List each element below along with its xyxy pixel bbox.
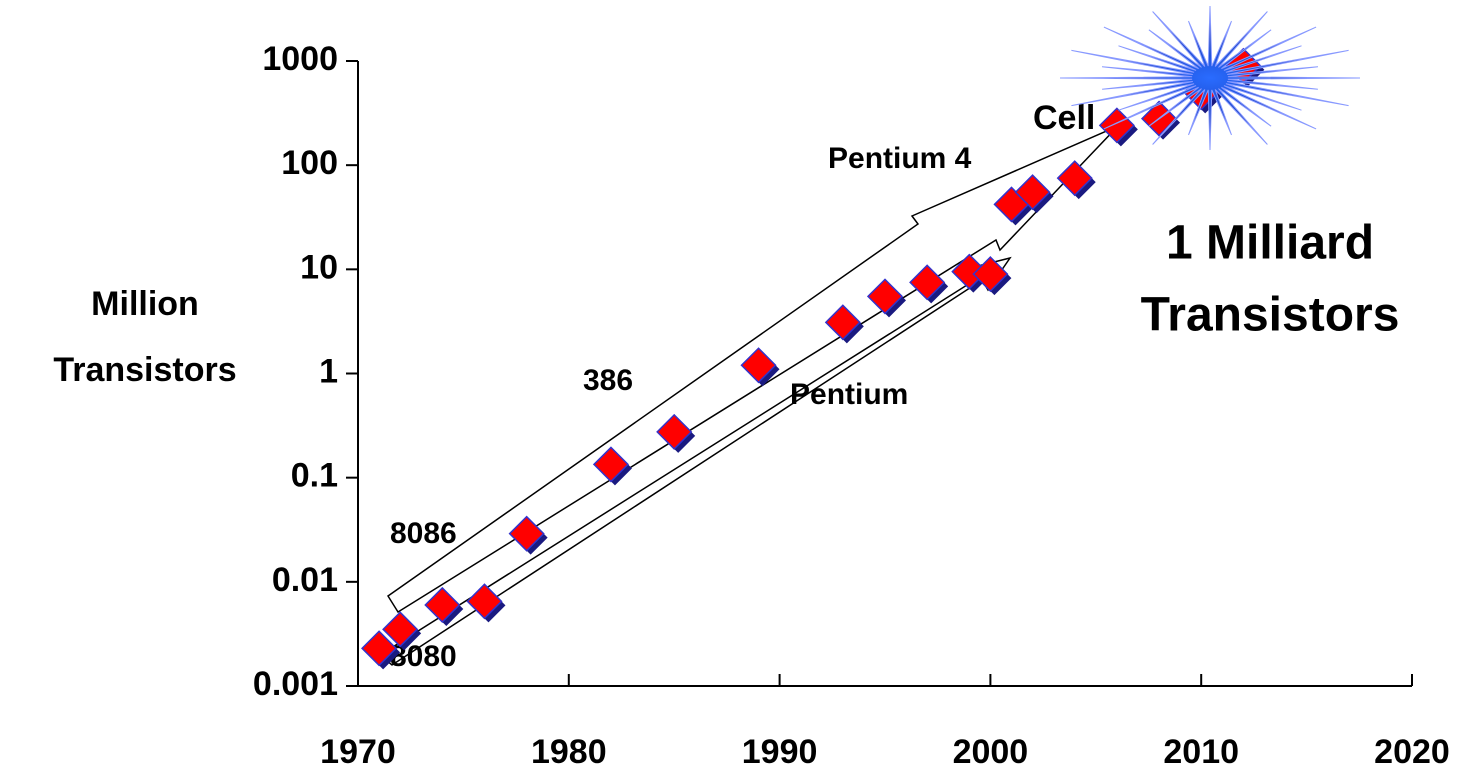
x-tick-label: 1990 [742,733,818,771]
point [826,305,864,343]
point [1058,161,1096,199]
y-tick-label: 0.01 [272,561,338,599]
y-tick-label: 10 [300,248,338,286]
x-tick-label: 1980 [531,733,607,771]
page: Million Transistors 8080 8086 386 Pentiu… [0,0,1468,781]
point [868,279,906,317]
starburst [1060,6,1360,150]
point [910,265,948,303]
y-axis-label: Million [91,285,199,323]
annotation: Pentium [790,378,908,411]
annotation: 386 [583,364,633,397]
point [973,257,1011,295]
point [425,588,463,626]
callout: 1 Milliard [1166,217,1374,270]
annotation: 8086 [390,517,457,550]
y-tick-label: 1000 [262,40,338,78]
y-axis-label: Transistors [53,351,236,389]
x-tick-label: 2010 [1163,733,1239,771]
annotation: Pentium 4 [828,142,972,175]
chart: Million Transistors 8080 8086 386 Pentiu… [0,0,1468,781]
y-tick-label: 100 [281,144,338,182]
y-tick-label: 0.1 [291,457,338,495]
y-tick-label: 1 [319,352,338,390]
point [742,348,780,386]
point [467,584,505,622]
point [1100,108,1138,146]
callout: Transistors [1141,289,1400,342]
point [594,447,632,485]
y-tick-label: 0.001 [253,665,338,703]
x-tick-label: 1970 [320,733,396,771]
annotation: Cell [1033,99,1095,137]
x-tick-label: 2000 [953,733,1029,771]
x-tick-label: 2020 [1374,733,1450,771]
